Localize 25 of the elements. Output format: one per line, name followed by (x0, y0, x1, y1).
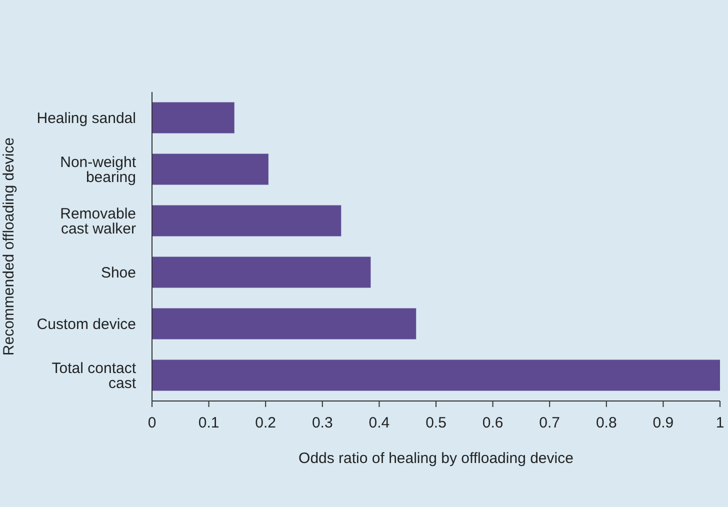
x-tick-label: 0.4 (368, 414, 390, 432)
x-tick-label: 0.7 (539, 414, 560, 432)
x-tick-label: 0 (148, 414, 156, 432)
x-tick-label: 0.3 (312, 414, 333, 432)
y-tick-label: Custom device (36, 316, 136, 334)
bar (152, 256, 371, 288)
bar (152, 154, 268, 185)
x-tick-label: 0.6 (482, 414, 504, 432)
x-tick-label: 0.2 (255, 414, 276, 432)
bar (152, 360, 720, 391)
y-tick-label: Healing sandal (36, 110, 136, 128)
x-tick-label: 0.9 (652, 414, 674, 432)
x-axis-title: Odds ratio of healing by offloading device (298, 450, 574, 467)
bar (152, 205, 342, 236)
bar (152, 102, 234, 134)
x-tick-label: 0.5 (426, 414, 446, 432)
y-tick-label: Non-weight bearing (60, 154, 137, 186)
x-tick-label: 0.1 (198, 414, 220, 432)
y-tick-label: Total contact cast (52, 360, 137, 392)
y-tick-label: Removable cast walker (60, 206, 136, 238)
x-tick-label: 1 (716, 414, 724, 432)
y-tick-label: Shoe (100, 264, 136, 282)
x-tick-label: 0.8 (596, 414, 617, 432)
y-axis-title: Recommended offloading device (0, 137, 18, 356)
bar (152, 308, 416, 340)
